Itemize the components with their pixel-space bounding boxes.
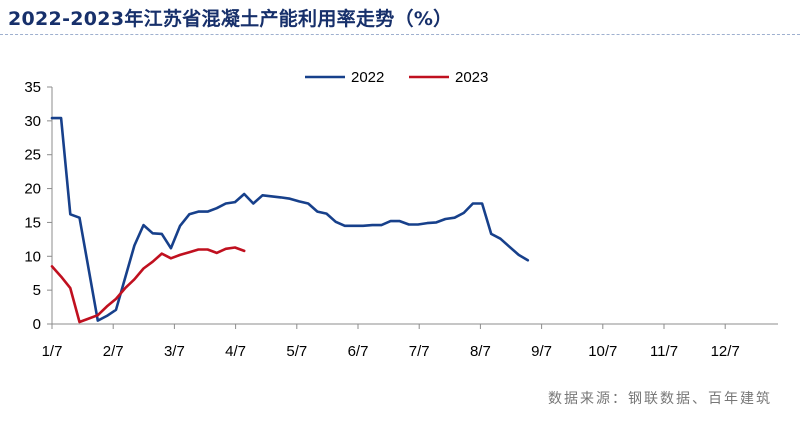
x-tick-label: 9/7 (531, 343, 552, 360)
x-tick-label: 7/7 (409, 343, 430, 360)
x-tick-label: 2/7 (103, 343, 124, 360)
title-divider (0, 34, 800, 35)
y-tick-label: 25 (24, 147, 41, 164)
x-tick-label: 8/7 (470, 343, 491, 360)
data-source-note: 数据来源：钢联数据、百年建筑 (548, 391, 772, 407)
x-tick-label: 5/7 (286, 343, 307, 360)
x-axis-ticks: 1/7 2/7 3/7 4/7 5/7 6/7 7/7 8/7 9/7 10/7 11/7 12/7 (42, 324, 740, 360)
y-tick-label: 0 (33, 316, 41, 333)
y-tick-label: 15 (24, 214, 41, 231)
chart-legend: 2022 2023 (305, 69, 488, 86)
y-tick-label: 10 (24, 248, 41, 265)
y-tick-label: 35 (24, 79, 41, 96)
y-tick-label: 5 (33, 282, 41, 299)
series-line-2022 (50, 116, 530, 322)
y-axis-ticks: 0 5 10 15 20 25 30 35 (24, 79, 52, 333)
legend-label-2023: 2023 (455, 69, 488, 86)
x-tick-label: 10/7 (588, 343, 617, 360)
series-line-2023 (50, 246, 246, 324)
x-tick-label: 12/7 (711, 343, 740, 360)
y-tick-label: 20 (24, 181, 41, 198)
x-tick-label: 11/7 (650, 343, 678, 360)
chart-axes (51, 87, 778, 325)
x-tick-label: 1/7 (42, 343, 63, 360)
x-tick-label: 6/7 (348, 343, 369, 360)
x-tick-label: 3/7 (164, 343, 185, 360)
legend-label-2022: 2022 (351, 69, 384, 86)
series-lines (50, 116, 530, 324)
y-tick-label: 30 (24, 113, 41, 130)
chart-title: 2022-2023年江苏省混凝土产能利用率走势（%） (8, 8, 453, 30)
x-tick-label: 4/7 (225, 343, 246, 360)
